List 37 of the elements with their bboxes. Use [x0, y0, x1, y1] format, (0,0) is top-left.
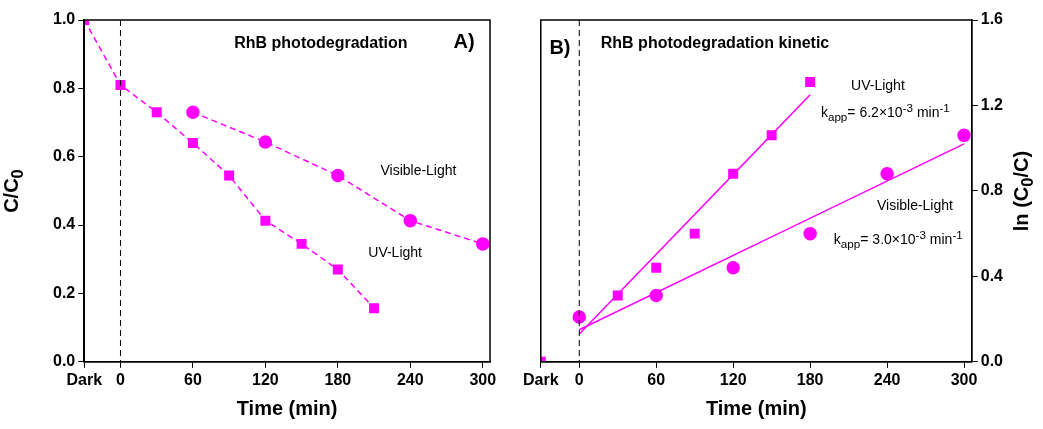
y-tick-label: 0.8 — [52, 78, 76, 96]
x-tick-label: Dark — [66, 370, 103, 388]
x-axis-title: Time (min) — [236, 396, 338, 419]
x-tick-label: Dark — [523, 370, 559, 388]
x-tick-label: 300 — [950, 370, 978, 388]
x-tick-label: 240 — [396, 370, 424, 388]
y2-tick-label: 0.8 — [980, 181, 1004, 199]
y-tick-label: 0.6 — [52, 147, 76, 165]
text: RhB photodegradation — [234, 34, 408, 52]
x-tick-label: 60 — [647, 370, 666, 388]
annotation: UV-Light — [851, 76, 905, 93]
x-axis-title: Time (min) — [705, 396, 807, 419]
y-tick-label: 0.4 — [52, 215, 76, 233]
y2-tick-label: 0.0 — [980, 352, 1004, 370]
x-tick-label: 240 — [873, 370, 901, 388]
annotation: k$_{app}$= 3.0×10$^{-3}$ min$^{-1}$ — [833, 227, 963, 250]
x-tick-label: 0 — [116, 370, 126, 388]
x-tick-label: 300 — [469, 370, 497, 388]
y-tick-label: 1.0 — [52, 10, 76, 28]
annotation: UV-Light — [368, 244, 422, 261]
x-tick-label: 180 — [796, 370, 824, 388]
x-tick-label: 120 — [719, 370, 747, 388]
annotation: B) — [549, 35, 571, 59]
y2-tick-label: 0.4 — [980, 266, 1004, 284]
annotation: Visible-Light — [380, 162, 457, 179]
x-tick-label: 0 — [574, 370, 584, 388]
annotation: k$_{app}$= 6.2×10$^{-3}$ min$^{-1}$ — [820, 101, 950, 124]
y-tick-label: 0.0 — [52, 352, 76, 370]
x-tick-label: 60 — [184, 370, 202, 388]
x-tick-label: 120 — [252, 370, 279, 388]
annotation: Visible-Light — [876, 196, 953, 213]
y2-tick-label: 1.6 — [980, 10, 1004, 28]
text: RhB photodegradation kinetic — [600, 34, 830, 52]
y-tick-label: 0.2 — [52, 283, 76, 301]
x-tick-label: 180 — [324, 370, 352, 388]
annotation: A) — [453, 29, 475, 52]
y2-tick-label: 1.2 — [980, 95, 1004, 113]
